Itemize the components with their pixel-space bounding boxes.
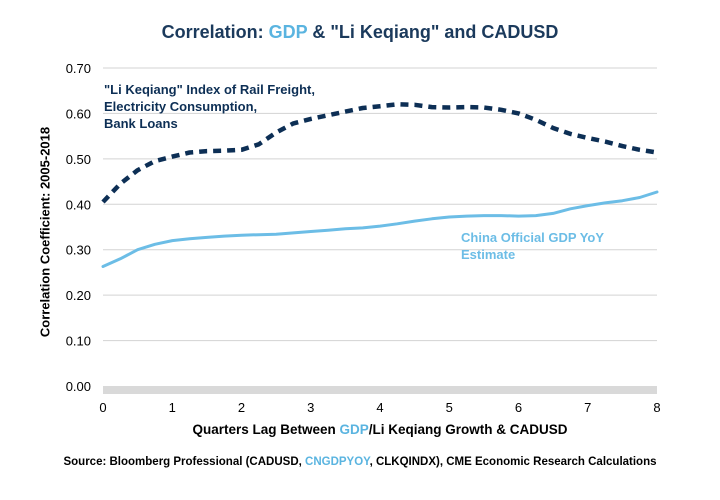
x-tick-label: 2 [238, 400, 245, 415]
y-tick-label: 0.60 [66, 106, 91, 121]
china-gdp-series-line [101, 190, 659, 268]
series-label-line: Estimate [461, 247, 515, 262]
x-axis-label: Quarters Lag Between GDP/Li Keqiang Grow… [103, 422, 657, 437]
x-tick-label: 1 [169, 400, 176, 415]
x-tick-label: 6 [515, 400, 522, 415]
x-axis-label-suffix: /Li Keqiang Growth & CADUSD [368, 422, 568, 437]
y-tick-label: 0.00 [66, 379, 91, 394]
chart-title-suffix: & "Li Keqiang" and CADUSD [307, 22, 559, 42]
china-gdp-series-label: China Official GDP YoY Estimate [461, 230, 604, 262]
y-tick-label: 0.20 [66, 288, 91, 303]
chart-title: Correlation: GDP & "Li Keqiang" and CADU… [0, 22, 720, 43]
x-tick-label: 0 [99, 400, 106, 415]
y-tick-label: 0.50 [66, 152, 91, 167]
li-keqiang-series-line [101, 102, 658, 204]
source-accent: CNGDPYOY [305, 456, 370, 468]
x-axis-label-accent: GDP [339, 422, 369, 437]
x-tick-label: 5 [446, 400, 453, 415]
series-label-line: China Official GDP YoY [461, 230, 604, 245]
source-suffix: , CLKQINDX), CME Economic Research Calcu… [369, 456, 657, 468]
y-tick-label: 0.30 [66, 243, 91, 258]
source-prefix: Source: Bloomberg Professional (CADUSD, [63, 456, 306, 468]
x-tick-label: 8 [653, 400, 660, 415]
x-axis-baseline [103, 386, 657, 394]
series-label-line: Electricity Consumption, [104, 99, 257, 114]
series-label-line: Bank Loans [104, 116, 178, 131]
chart-title-accent: GDP [268, 22, 308, 42]
x-tick-label: 4 [376, 400, 383, 415]
chart-title-prefix: Correlation: [161, 22, 269, 42]
source-note: Source: Bloomberg Professional (CADUSD, … [0, 456, 720, 468]
x-tick-label: 7 [584, 400, 591, 415]
y-tick-label: 0.10 [66, 334, 91, 349]
x-tick-label: 3 [307, 400, 314, 415]
x-axis-label-prefix: Quarters Lag Between [192, 422, 340, 437]
li-keqiang-series-label: "Li Keqiang" Index of Rail Freight, Elect… [104, 82, 315, 131]
y-tick-label: 0.70 [66, 61, 91, 76]
series-label-line: "Li Keqiang" Index of Rail Freight, [104, 82, 315, 97]
y-tick-label: 0.40 [66, 197, 91, 212]
